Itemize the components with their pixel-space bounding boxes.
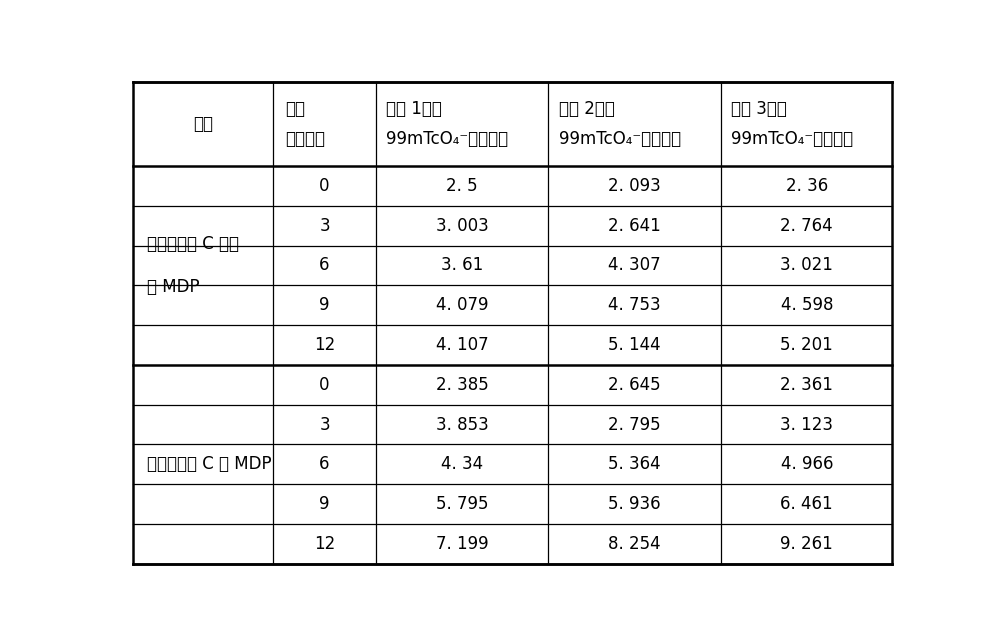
Text: 3. 021: 3. 021	[780, 256, 833, 274]
Text: 2. 093: 2. 093	[608, 177, 661, 195]
Text: 99mTcO₄⁻百分计）: 99mTcO₄⁻百分计）	[731, 130, 853, 148]
Text: 0: 0	[319, 376, 330, 394]
Text: 5. 795: 5. 795	[436, 495, 488, 513]
Text: 9: 9	[319, 495, 330, 513]
Text: 2. 5: 2. 5	[446, 177, 478, 195]
Text: 2. 641: 2. 641	[608, 217, 661, 235]
Text: 5. 936: 5. 936	[608, 495, 661, 513]
Text: 7. 199: 7. 199	[436, 535, 488, 553]
Text: 99mTcO₄⁻百分计）: 99mTcO₄⁻百分计）	[559, 130, 681, 148]
Text: 5. 144: 5. 144	[608, 336, 661, 354]
Text: 药物: 药物	[193, 115, 213, 133]
Text: 9. 261: 9. 261	[780, 535, 833, 553]
Text: 6: 6	[319, 256, 330, 274]
Text: 3. 123: 3. 123	[780, 415, 833, 433]
Text: 5. 364: 5. 364	[608, 456, 661, 473]
Text: 3: 3	[319, 217, 330, 235]
Text: 不加维生素 C 的 MDP: 不加维生素 C 的 MDP	[147, 456, 271, 473]
Text: 3: 3	[319, 415, 330, 433]
Text: 2. 36: 2. 36	[786, 177, 828, 195]
Text: 3. 61: 3. 61	[441, 256, 483, 274]
Text: 2. 645: 2. 645	[608, 376, 661, 394]
Text: 批次 2（以: 批次 2（以	[559, 100, 614, 118]
Text: 4. 34: 4. 34	[441, 456, 483, 473]
Text: 0: 0	[319, 177, 330, 195]
Text: （小时）: （小时）	[286, 130, 326, 148]
Text: 3. 003: 3. 003	[436, 217, 488, 235]
Text: 4. 598: 4. 598	[781, 296, 833, 314]
Text: 2. 385: 2. 385	[436, 376, 488, 394]
Text: 2. 764: 2. 764	[780, 217, 833, 235]
Text: 4. 107: 4. 107	[436, 336, 488, 354]
Text: 4. 966: 4. 966	[781, 456, 833, 473]
Text: 6. 461: 6. 461	[780, 495, 833, 513]
Text: 4. 753: 4. 753	[608, 296, 661, 314]
Text: 时间: 时间	[286, 100, 306, 118]
Text: 4. 079: 4. 079	[436, 296, 488, 314]
Text: 9: 9	[319, 296, 330, 314]
Text: 批次 3（以: 批次 3（以	[731, 100, 787, 118]
Text: 12: 12	[314, 535, 335, 553]
Text: 4. 307: 4. 307	[608, 256, 661, 274]
Text: 6: 6	[319, 456, 330, 473]
Text: 的 MDP: 的 MDP	[147, 279, 199, 296]
Text: 加入维生素 C 溶液: 加入维生素 C 溶液	[147, 235, 239, 252]
Text: 5. 201: 5. 201	[780, 336, 833, 354]
Text: 2. 795: 2. 795	[608, 415, 661, 433]
Text: 3. 853: 3. 853	[436, 415, 488, 433]
Text: 2. 361: 2. 361	[780, 376, 833, 394]
Text: 99mTcO₄⁻百分计）: 99mTcO₄⁻百分计）	[386, 130, 508, 148]
Text: 12: 12	[314, 336, 335, 354]
Text: 批次 1（以: 批次 1（以	[386, 100, 442, 118]
Text: 8. 254: 8. 254	[608, 535, 661, 553]
